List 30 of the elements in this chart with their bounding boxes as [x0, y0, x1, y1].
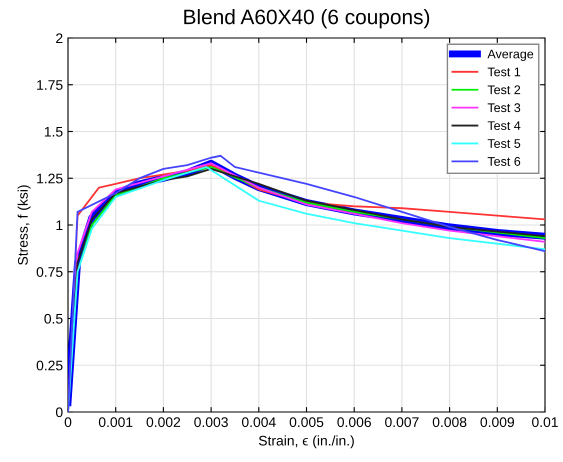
- y-tick-label: 0: [56, 407, 63, 418]
- x-tick-label: 0.008: [432, 417, 466, 428]
- legend-label: Test 4: [488, 121, 520, 130]
- x-tick-label: 0.006: [337, 417, 371, 428]
- legend-label: Test 5: [488, 139, 520, 148]
- x-tick-label: 0.009: [480, 417, 514, 428]
- x-tick-label: 0.005: [290, 417, 324, 428]
- y-tick-label: 2: [56, 33, 62, 44]
- x-tick-label: 0.004: [242, 417, 276, 428]
- y-tick-label: 1.75: [37, 80, 63, 90]
- chart-title: Blend A60X40 (6 coupons): [184, 9, 430, 28]
- y-axis-title: Stress, f (ksi): [18, 185, 31, 265]
- y-tick-label: 1.5: [44, 126, 63, 137]
- legend-label: Average: [487, 50, 534, 61]
- y-tick-label: 0.25: [36, 360, 63, 370]
- y-tick-label: 1: [56, 220, 62, 230]
- x-tick-label: 0.01: [532, 417, 558, 428]
- x-tick-label: 0: [64, 417, 72, 428]
- legend-label: Test 2: [488, 85, 520, 94]
- x-tick-label: 0.001: [98, 417, 132, 428]
- y-tick-label: 1.25: [37, 174, 63, 184]
- y-tick-label: 0.5: [44, 314, 63, 324]
- x-axis-title: Strain, ϵ (in./in.): [258, 435, 354, 448]
- x-tick-label: 0.003: [194, 417, 228, 428]
- legend-label: Test 6: [488, 156, 520, 166]
- legend-label: Test 3: [488, 103, 520, 112]
- x-tick-label: 0.007: [385, 417, 419, 428]
- y-tick-label: 0.75: [36, 267, 63, 277]
- x-tick-label: 0.002: [146, 417, 180, 428]
- legend-label: Test 1: [488, 68, 520, 76]
